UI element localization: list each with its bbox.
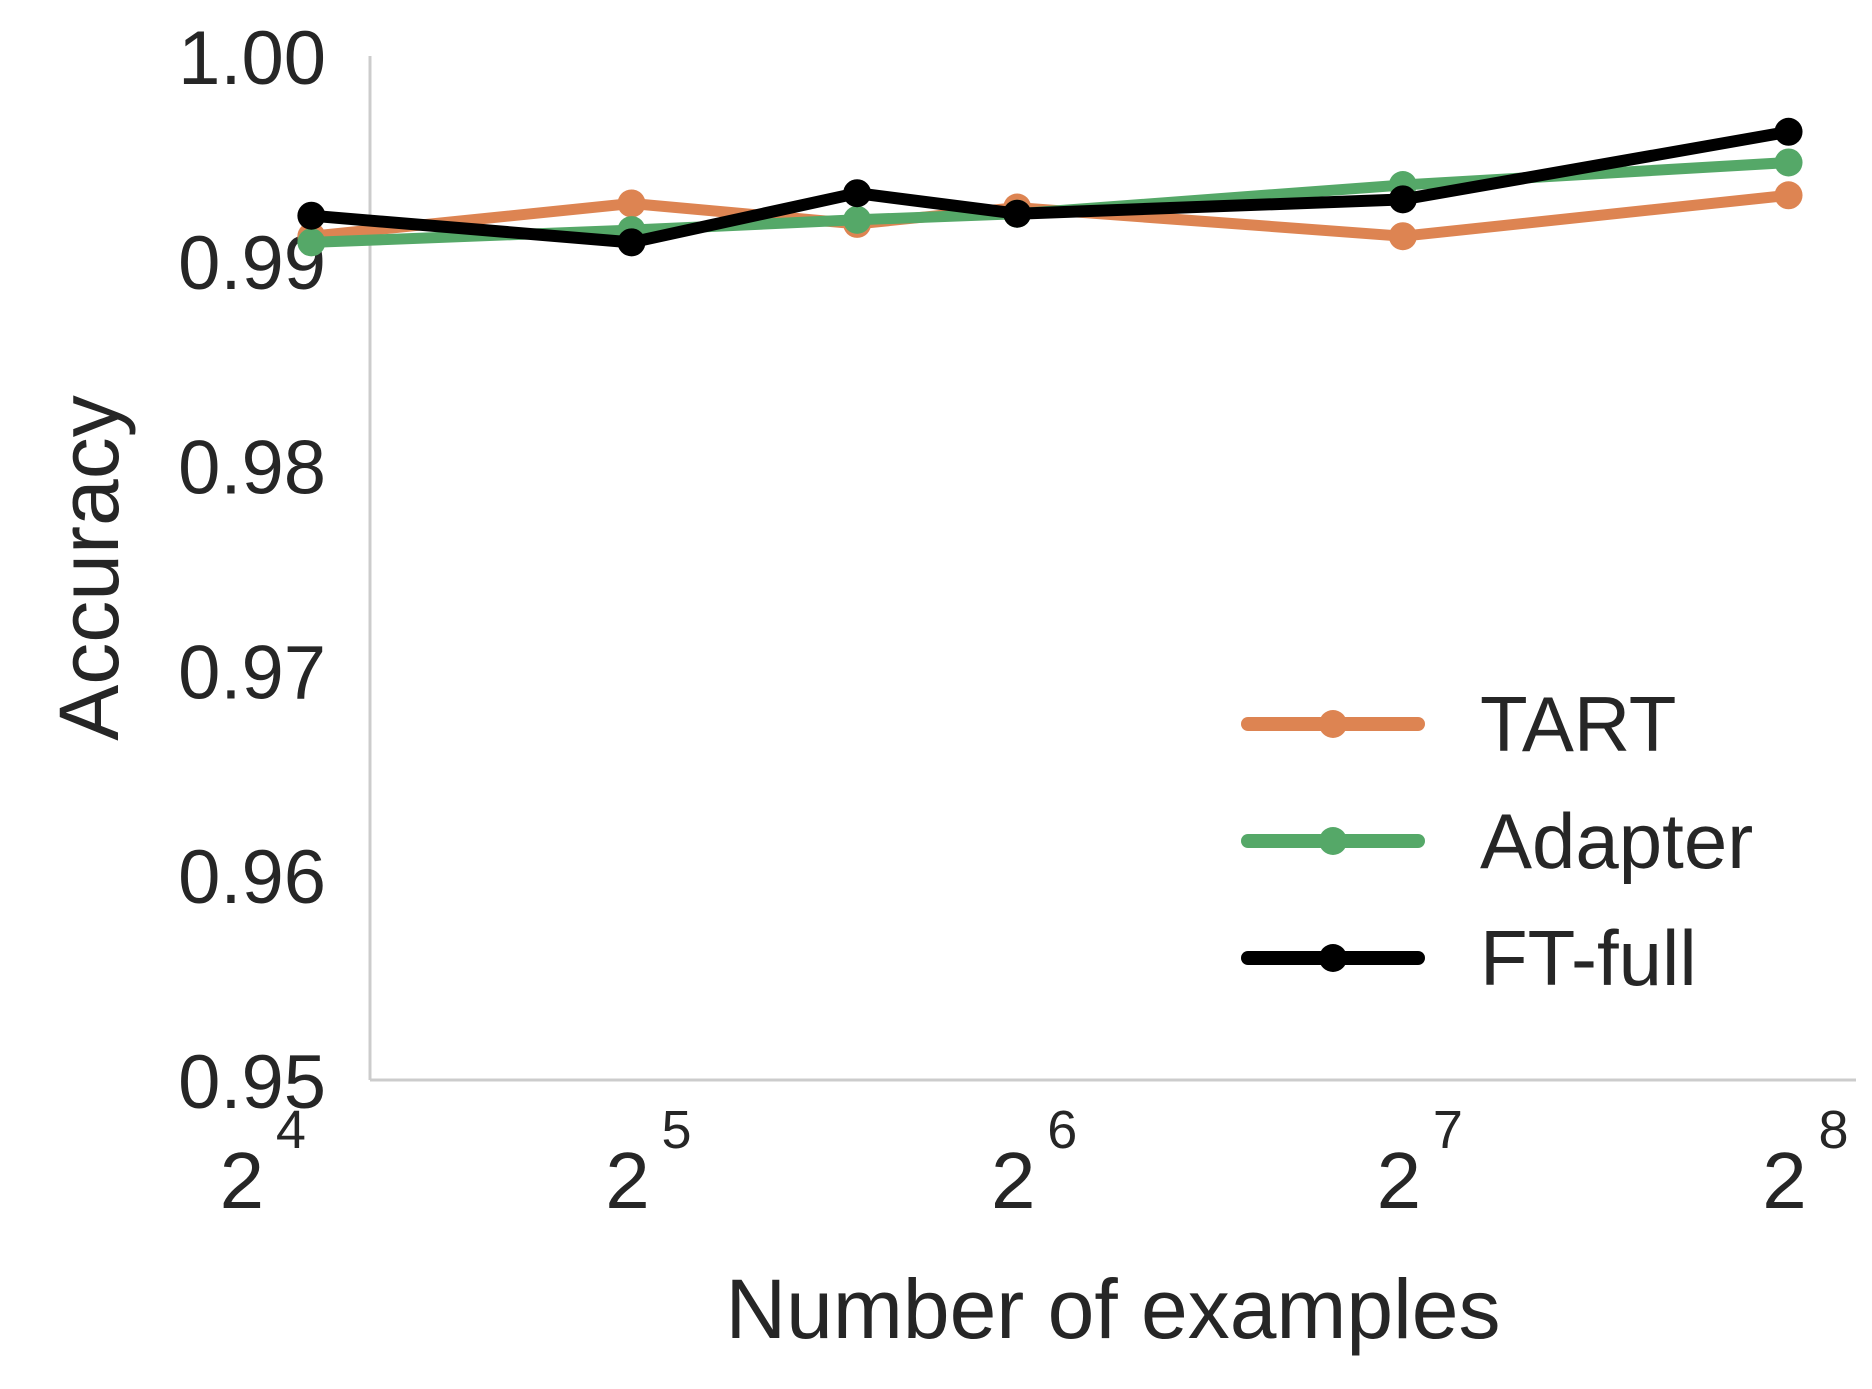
x-tick-base: 2 <box>1377 1136 1422 1225</box>
data-point <box>1388 222 1417 251</box>
data-point <box>843 205 872 234</box>
legend-entry: TART <box>1241 680 1676 768</box>
x-tick-label: 25 <box>605 1100 691 1225</box>
y-tick-label: 0.97 <box>178 630 326 715</box>
x-axis-label: Number of examples <box>726 1262 1501 1356</box>
x-tick-base: 2 <box>220 1136 265 1225</box>
x-tick-label: 28 <box>1762 1100 1848 1225</box>
x-tick-label: 24 <box>220 1100 306 1225</box>
y-tick-label: 1.00 <box>178 16 326 101</box>
data-point <box>1003 199 1032 228</box>
data-point <box>617 189 646 218</box>
legend-entry: FT-full <box>1241 914 1697 1002</box>
x-tick-exponent: 4 <box>276 1100 306 1160</box>
series-lines <box>297 117 1803 257</box>
data-point <box>297 201 326 230</box>
y-tick-label: 0.98 <box>178 426 326 511</box>
x-tick-label: 27 <box>1377 1100 1463 1225</box>
data-point <box>1774 181 1803 210</box>
y-tick-label: 0.96 <box>178 835 326 920</box>
series-line <box>305 125 1795 249</box>
x-tick-base: 2 <box>1762 1136 1807 1225</box>
x-tick-label: 26 <box>991 1100 1077 1225</box>
data-point <box>1774 117 1803 146</box>
x-tick-exponent: 5 <box>662 1100 692 1160</box>
legend-label: FT-full <box>1480 914 1697 1002</box>
x-tick-exponent: 8 <box>1819 1100 1849 1160</box>
legend-entry: Adapter <box>1241 797 1753 885</box>
x-tick-base: 2 <box>605 1136 650 1225</box>
data-point <box>843 179 872 208</box>
legend: TART Adapter FT-full <box>1241 680 1753 1002</box>
y-tick-labels: 0.950.960.970.980.991.00 <box>178 16 326 1125</box>
y-axis-label: Accuracy <box>42 395 136 740</box>
y-tick-label: 0.95 <box>178 1040 326 1125</box>
legend-marker <box>1319 944 1347 972</box>
legend-marker <box>1319 827 1347 855</box>
legend-marker <box>1319 710 1347 738</box>
series-ft-full <box>297 117 1803 257</box>
x-tick-base: 2 <box>991 1136 1036 1225</box>
data-point <box>1388 185 1417 214</box>
data-point <box>617 228 646 257</box>
x-tick-exponent: 7 <box>1433 1100 1463 1160</box>
legend-label: Adapter <box>1480 797 1753 885</box>
data-point <box>297 228 326 257</box>
data-point <box>1774 148 1803 177</box>
legend-label: TART <box>1480 680 1676 768</box>
x-tick-exponent: 6 <box>1047 1100 1077 1160</box>
